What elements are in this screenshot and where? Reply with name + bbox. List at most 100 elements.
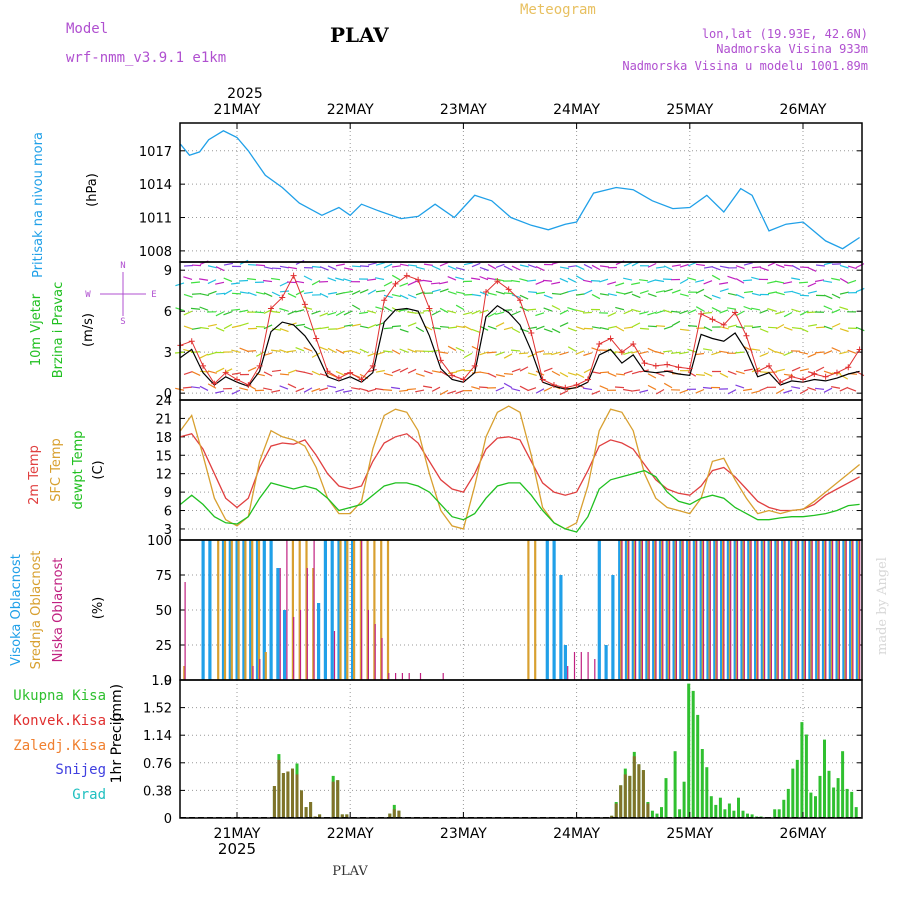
wind-arrow bbox=[303, 325, 313, 331]
precip-conv-bar bbox=[610, 815, 614, 818]
wind-arrow bbox=[607, 312, 617, 317]
wind-arrow bbox=[551, 281, 561, 285]
wind-arrow bbox=[535, 266, 545, 271]
wind-arrow bbox=[671, 264, 681, 267]
wind-gust-marker bbox=[358, 376, 365, 383]
wind-gust-marker bbox=[245, 381, 252, 388]
wind-gust-marker bbox=[562, 384, 569, 391]
wind-arrow bbox=[647, 279, 657, 284]
wind-arrow bbox=[263, 292, 273, 297]
wind-arrow bbox=[271, 267, 282, 270]
wind-arrow bbox=[335, 370, 345, 376]
precip-total-bar bbox=[818, 775, 822, 818]
wind-arrow bbox=[351, 290, 361, 295]
wind-arrow bbox=[647, 325, 658, 328]
wind-arrow bbox=[791, 277, 801, 281]
wind-arrow bbox=[759, 266, 769, 271]
wind-gust-marker bbox=[222, 369, 229, 376]
wind-arrow bbox=[319, 266, 329, 271]
wind-gust-marker bbox=[188, 338, 195, 345]
wind-arrow bbox=[639, 311, 649, 315]
wind-arrow bbox=[519, 306, 529, 312]
model-elevation-text: Nadmorska Visina u modelu 1001.89m bbox=[622, 59, 868, 73]
wind-arrow bbox=[479, 291, 489, 296]
cloud-mid-bar bbox=[857, 540, 860, 680]
precip-total-bar bbox=[678, 809, 682, 818]
wind-arrow bbox=[455, 389, 465, 395]
wind-arrow bbox=[543, 367, 553, 372]
wind-gust-marker bbox=[845, 364, 852, 371]
wind-arrow bbox=[471, 386, 481, 390]
station-title: PLAV bbox=[330, 23, 389, 47]
y-tick-label: 75 bbox=[155, 569, 172, 584]
wind-arrow bbox=[207, 290, 217, 295]
wind-arrow bbox=[527, 387, 537, 392]
wind-gust-marker bbox=[381, 297, 388, 304]
precip-total-bar bbox=[691, 690, 695, 818]
wind-arrow bbox=[807, 386, 817, 391]
cloud-mid-bar bbox=[223, 540, 227, 680]
precip-conv-bar bbox=[295, 774, 299, 818]
precip-conv-bar bbox=[628, 775, 632, 818]
cloud-low-bar bbox=[381, 638, 383, 680]
wind-arrow bbox=[703, 326, 713, 332]
wind-arrow bbox=[535, 388, 545, 394]
wind-arrow bbox=[279, 373, 290, 376]
cloud-high-bar bbox=[760, 540, 764, 680]
precip-conv-bar bbox=[619, 785, 623, 818]
wind-arrow bbox=[191, 386, 201, 389]
cloud-high-bar bbox=[672, 540, 676, 680]
wind-arrow bbox=[767, 347, 777, 353]
wind-arrow bbox=[743, 388, 753, 392]
wind-arrow bbox=[647, 373, 657, 379]
cloud-mid-bar bbox=[708, 540, 711, 680]
cloud-mid-bar bbox=[305, 540, 308, 680]
wind-arrow bbox=[599, 265, 609, 268]
wind-arrow bbox=[735, 265, 745, 270]
precip-conv-bar bbox=[345, 814, 349, 818]
wind-arrow bbox=[623, 388, 633, 392]
wind-arrow bbox=[311, 388, 321, 393]
wind-gust-marker bbox=[607, 335, 614, 342]
wind-arrow bbox=[303, 291, 313, 295]
cloud-low-bar bbox=[852, 540, 854, 680]
wind-arrow bbox=[711, 274, 721, 281]
cloud-mid-bar bbox=[681, 540, 684, 680]
wind-arrow bbox=[287, 292, 297, 298]
wind-arrow bbox=[183, 325, 193, 330]
wind-arrow bbox=[271, 349, 281, 352]
wind-arrow bbox=[631, 350, 641, 354]
wind-arrow bbox=[711, 294, 721, 299]
wind-gust-marker bbox=[720, 321, 727, 328]
wind-arrow bbox=[375, 277, 385, 281]
wind-arrow bbox=[190, 307, 201, 310]
precip-conv-bar bbox=[309, 802, 313, 818]
wind-arrow bbox=[439, 351, 449, 354]
wind-arrow bbox=[239, 309, 249, 313]
wind-arrow bbox=[455, 368, 465, 373]
wind-arrow bbox=[335, 326, 345, 330]
precip-conv-bar bbox=[272, 786, 276, 818]
precip-total-bar bbox=[714, 804, 718, 818]
cloud-mid-bar bbox=[620, 540, 623, 680]
wind-arrow bbox=[815, 326, 826, 329]
wind-gust-marker bbox=[211, 380, 218, 387]
cloud-high-bar bbox=[801, 540, 805, 680]
wind-arrow bbox=[519, 264, 529, 268]
wind-arrow bbox=[527, 372, 537, 376]
wind-arrow bbox=[311, 310, 321, 315]
wind-arrow bbox=[191, 264, 202, 267]
precip-conv-bar bbox=[392, 809, 396, 818]
y-tick-label: 6 bbox=[164, 505, 172, 520]
precip-total-bar bbox=[650, 810, 654, 818]
wind-arrow bbox=[799, 327, 809, 333]
temp-label-2: SFC Temp bbox=[49, 438, 64, 502]
wind-arrow bbox=[519, 385, 529, 391]
cloud-low-bar bbox=[388, 673, 390, 680]
wind-arrow bbox=[207, 351, 217, 356]
wind-arrow bbox=[559, 351, 569, 356]
y-tick-label: 1011 bbox=[139, 212, 172, 227]
cloud-mid-bar bbox=[803, 540, 806, 680]
wind-arrow bbox=[743, 262, 753, 266]
wind-arrow bbox=[495, 278, 505, 282]
